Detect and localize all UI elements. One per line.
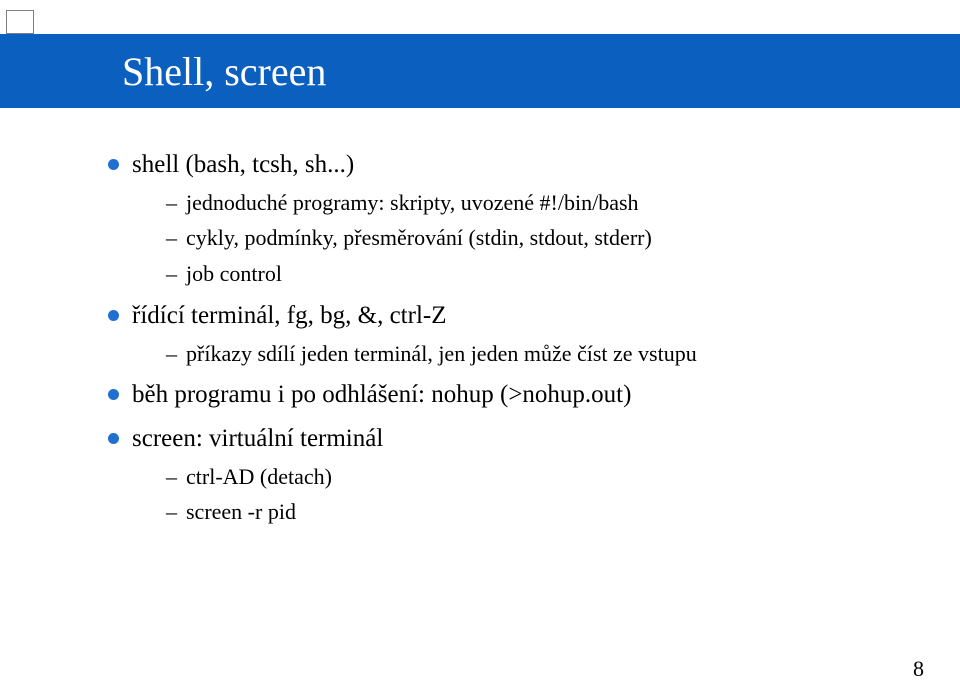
- list-item: screen: virtuální terminál ctrl-AD (deta…: [106, 422, 866, 527]
- sub-list-item: příkazy sdílí jeden terminál, jen jeden …: [166, 339, 866, 369]
- page-number: 8: [913, 656, 924, 682]
- list-item-text: řídící terminál, fg, bg, &, ctrl-Z: [132, 302, 447, 329]
- sub-list: ctrl-AD (detach) screen -r pid: [166, 462, 866, 527]
- sub-list-item: job control: [166, 259, 866, 289]
- slide-content: shell (bash, tcsh, sh...) jednoduché pro…: [106, 138, 866, 533]
- sub-list-item-text: job control: [186, 261, 282, 286]
- list-item-text: shell (bash, tcsh, sh...): [132, 151, 354, 178]
- sub-list-item-text: příkazy sdílí jeden terminál, jen jeden …: [186, 341, 697, 366]
- list-item-text: screen: virtuální terminál: [132, 425, 383, 452]
- sub-list: příkazy sdílí jeden terminál, jen jeden …: [166, 339, 866, 369]
- sub-list: jednoduché programy: skripty, uvozené #!…: [166, 188, 866, 289]
- sub-list-item-text: screen -r pid: [186, 499, 296, 524]
- sub-list-item-text: ctrl-AD (detach): [186, 464, 332, 489]
- sub-list-item: screen -r pid: [166, 497, 866, 527]
- sub-list-item: cykly, podmínky, přesměrování (stdin, st…: [166, 223, 866, 253]
- sub-list-item-text: jednoduché programy: skripty, uvozené #!…: [186, 190, 639, 215]
- side-rect-top: [6, 10, 34, 34]
- list-item: řídící terminál, fg, bg, &, ctrl-Z příka…: [106, 299, 866, 368]
- list-item-text: běh programu i po odhlášení: nohup (>noh…: [132, 381, 631, 408]
- list-item: shell (bash, tcsh, sh...) jednoduché pro…: [106, 148, 866, 289]
- sub-list-item: jednoduché programy: skripty, uvozené #!…: [166, 188, 866, 218]
- slide-title: Shell, screen: [122, 48, 326, 95]
- slide: Shell, screen shell (bash, tcsh, sh...) …: [0, 0, 960, 694]
- sub-list-item: ctrl-AD (detach): [166, 462, 866, 492]
- list-item: běh programu i po odhlášení: nohup (>noh…: [106, 378, 866, 412]
- title-bar: Shell, screen: [0, 34, 960, 108]
- sub-list-item-text: cykly, podmínky, přesměrování (stdin, st…: [186, 225, 652, 250]
- bullet-list: shell (bash, tcsh, sh...) jednoduché pro…: [106, 148, 866, 527]
